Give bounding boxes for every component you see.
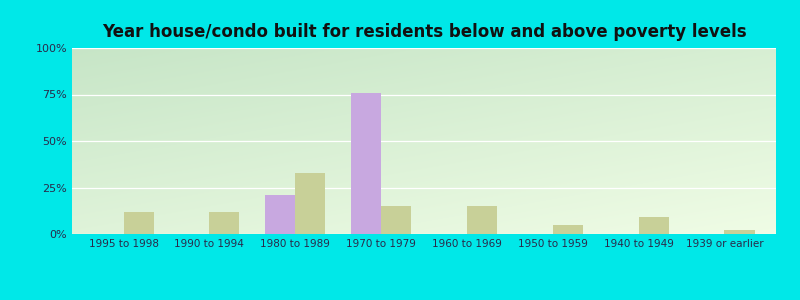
Bar [725, 230, 754, 234]
Bar [351, 93, 381, 234]
Bar [295, 172, 326, 234]
Bar [210, 212, 239, 234]
Bar [265, 195, 295, 234]
Title: Year house/condo built for residents below and above poverty levels: Year house/condo built for residents bel… [102, 23, 746, 41]
Bar [467, 206, 497, 234]
Bar [381, 206, 411, 234]
Bar [553, 225, 583, 234]
Bar [638, 217, 669, 234]
Bar [123, 212, 154, 234]
